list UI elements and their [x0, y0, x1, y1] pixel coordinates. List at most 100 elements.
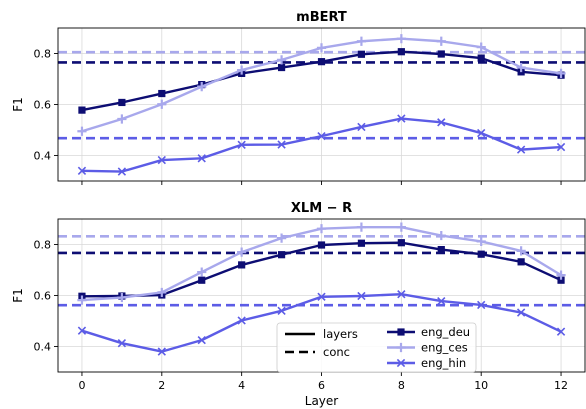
panel-title: XLM − R	[291, 201, 352, 216]
data-point-eng_deu	[437, 50, 445, 58]
data-point-eng_deu	[557, 276, 565, 284]
y-axis-label: F1	[11, 97, 25, 112]
data-point-eng_hin	[77, 326, 87, 335]
legend-box	[276, 322, 477, 373]
x-tick-label: 2	[158, 379, 165, 392]
data-point-eng_deu	[238, 261, 246, 269]
data-point-eng_deu	[397, 239, 405, 247]
y-axis-label: F1	[11, 288, 25, 303]
data-point-eng_hin	[556, 327, 566, 336]
legend-label: eng_deu	[421, 325, 470, 339]
data-point-eng_deu	[477, 250, 485, 258]
data-point-eng_hin	[357, 122, 366, 132]
data-point-eng_ces	[157, 99, 167, 109]
data-point-eng_ces	[556, 68, 566, 78]
data-point-eng_ces	[436, 36, 446, 46]
data-point-eng_hin	[477, 300, 486, 310]
data-point-eng_ces	[276, 55, 287, 65]
y-tick-label: 0.6	[34, 290, 52, 303]
data-point-eng_ces	[117, 292, 127, 303]
data-point-eng_hin	[237, 316, 246, 325]
x-tick-label: 12	[554, 379, 568, 392]
y-tick-label: 0.8	[34, 239, 52, 252]
data-point-eng_hin	[397, 114, 406, 123]
data-point-eng_ces	[476, 236, 486, 247]
data-point-eng_hin	[357, 291, 366, 301]
data-point-eng_deu	[517, 258, 525, 266]
data-point-eng_hin	[117, 167, 127, 176]
data-point-eng_hin	[157, 347, 166, 356]
data-point-eng_hin	[317, 131, 326, 141]
y-tick-label: 0.8	[34, 48, 52, 61]
data-point-eng_ces	[117, 114, 127, 124]
data-point-eng_ces	[396, 34, 406, 44]
data-point-eng_hin	[317, 292, 326, 301]
data-point-eng_hin	[77, 166, 87, 175]
data-point-eng_ces	[316, 43, 327, 53]
data-point-eng_ces	[77, 295, 87, 305]
data-point-eng_hin	[477, 128, 486, 138]
data-point-eng_hin	[397, 290, 406, 299]
legend-label: eng_ces	[421, 341, 468, 355]
data-point-eng_hin	[516, 308, 526, 317]
data-point-eng_hin	[197, 335, 206, 345]
data-point-eng_deu	[78, 106, 86, 114]
data-point-eng_ces	[276, 233, 287, 243]
data-point-eng_ces	[356, 222, 367, 232]
y-tick-label: 0.4	[34, 150, 52, 163]
data-point-eng_hin	[437, 118, 446, 127]
data-point-eng_deu	[357, 50, 366, 58]
data-point-eng_ces	[516, 246, 526, 256]
data-point-eng_ces	[197, 82, 207, 92]
x-tick-label: 6	[318, 379, 325, 392]
data-point-eng_ces	[237, 247, 247, 257]
data-point-eng_hin	[556, 142, 566, 152]
data-point-eng_deu	[118, 98, 126, 107]
data-point-eng_ces	[316, 224, 327, 234]
legend-label: conc	[323, 345, 350, 359]
data-point-eng_deu	[317, 58, 326, 66]
y-tick-label: 0.4	[34, 341, 52, 354]
data-point-eng_hin	[237, 140, 246, 149]
data-point-eng_deu	[317, 241, 326, 249]
data-point-eng_ces	[556, 270, 566, 280]
data-point-eng_ces	[436, 230, 446, 241]
data-point-eng_ces	[396, 222, 406, 232]
data-point-eng_deu	[397, 48, 405, 56]
data-point-eng_deu	[277, 251, 286, 259]
x-tick-label: 10	[474, 379, 488, 392]
data-point-eng_deu	[357, 239, 366, 247]
legend-marker-eng_deu	[397, 328, 405, 336]
data-point-eng_deu	[477, 54, 485, 62]
panel-title: mBERT	[296, 10, 347, 25]
data-point-eng_ces	[237, 65, 247, 75]
x-tick-label: 0	[78, 379, 85, 392]
data-point-eng_ces	[356, 36, 367, 46]
legend-label: eng_hin	[421, 356, 466, 370]
data-point-eng_ces	[516, 62, 526, 73]
legend-marker-eng_hin	[396, 358, 406, 368]
data-point-eng_deu	[198, 276, 206, 284]
data-point-eng_hin	[516, 145, 526, 154]
legend-marker-eng_ces	[396, 342, 406, 353]
x-axis-label: Layer	[305, 394, 339, 408]
data-point-eng_hin	[277, 140, 286, 149]
data-point-eng_ces	[77, 126, 87, 136]
x-tick-label: 4	[238, 379, 245, 392]
data-point-eng_ces	[197, 267, 207, 277]
plot-frame	[57, 27, 586, 182]
data-point-eng_hin	[157, 155, 166, 165]
data-point-eng_hin	[197, 154, 206, 163]
data-point-eng_deu	[158, 89, 166, 98]
data-point-eng_hin	[437, 296, 446, 306]
data-point-eng_ces	[476, 42, 486, 52]
data-point-eng_deu	[437, 246, 445, 254]
data-point-eng_ces	[157, 287, 167, 298]
y-tick-label: 0.6	[34, 99, 52, 112]
data-point-eng_hin	[277, 306, 286, 315]
data-point-eng_deu	[277, 63, 286, 72]
data-point-eng_hin	[117, 339, 127, 348]
x-tick-label: 8	[398, 379, 405, 392]
legend-label: layers	[323, 327, 358, 341]
